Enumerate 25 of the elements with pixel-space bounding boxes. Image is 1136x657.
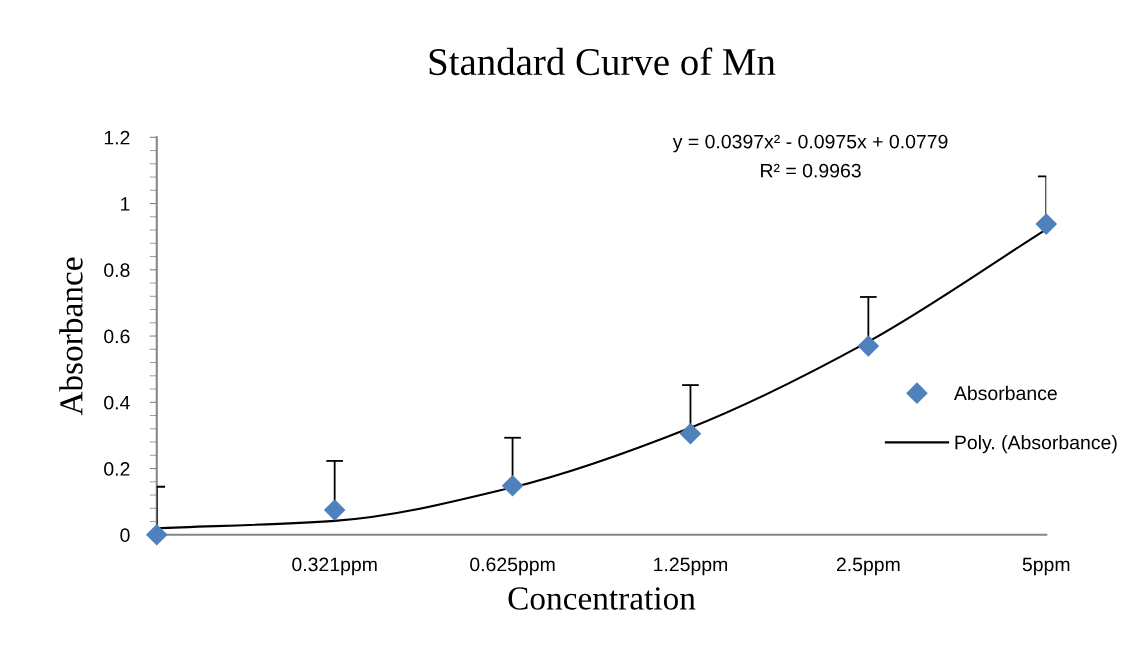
legend-label: Absorbance [953,385,1057,401]
point [1035,213,1057,235]
y-tick-label: 0.2 [104,462,130,476]
legend-label: Poly. (Absorbance) [955,435,1117,454]
y-axis-title: Absorbance [59,257,83,416]
chart-title: Standard Curve of Mn [429,47,776,76]
point [502,475,524,497]
x-axis-title: Concentration [508,587,696,610]
x-tick-label: 0.625ppm [470,557,555,576]
annotation: R² = 0.9963 [761,163,861,178]
annotation: y = 0.0397x² - 0.0975x + 0.0779 [672,134,948,153]
y-tick-label: 1 [121,197,130,211]
point [324,499,346,521]
point [857,335,879,357]
x-tick-label: 2.5ppm [836,557,900,576]
x-tick-label: 5ppm [1022,557,1070,576]
y-tick-label: 1.2 [104,130,130,145]
y-tick-label: 0.6 [104,329,130,344]
point [679,423,701,445]
y-tick-label: 0.8 [104,263,130,278]
point [146,524,168,546]
y-tick-label: 0.4 [104,395,130,410]
x-tick-label: 1.25ppm [654,557,728,576]
x-tick-label: 0.321ppm [292,557,377,576]
y-tick-label: 0 [120,528,130,543]
